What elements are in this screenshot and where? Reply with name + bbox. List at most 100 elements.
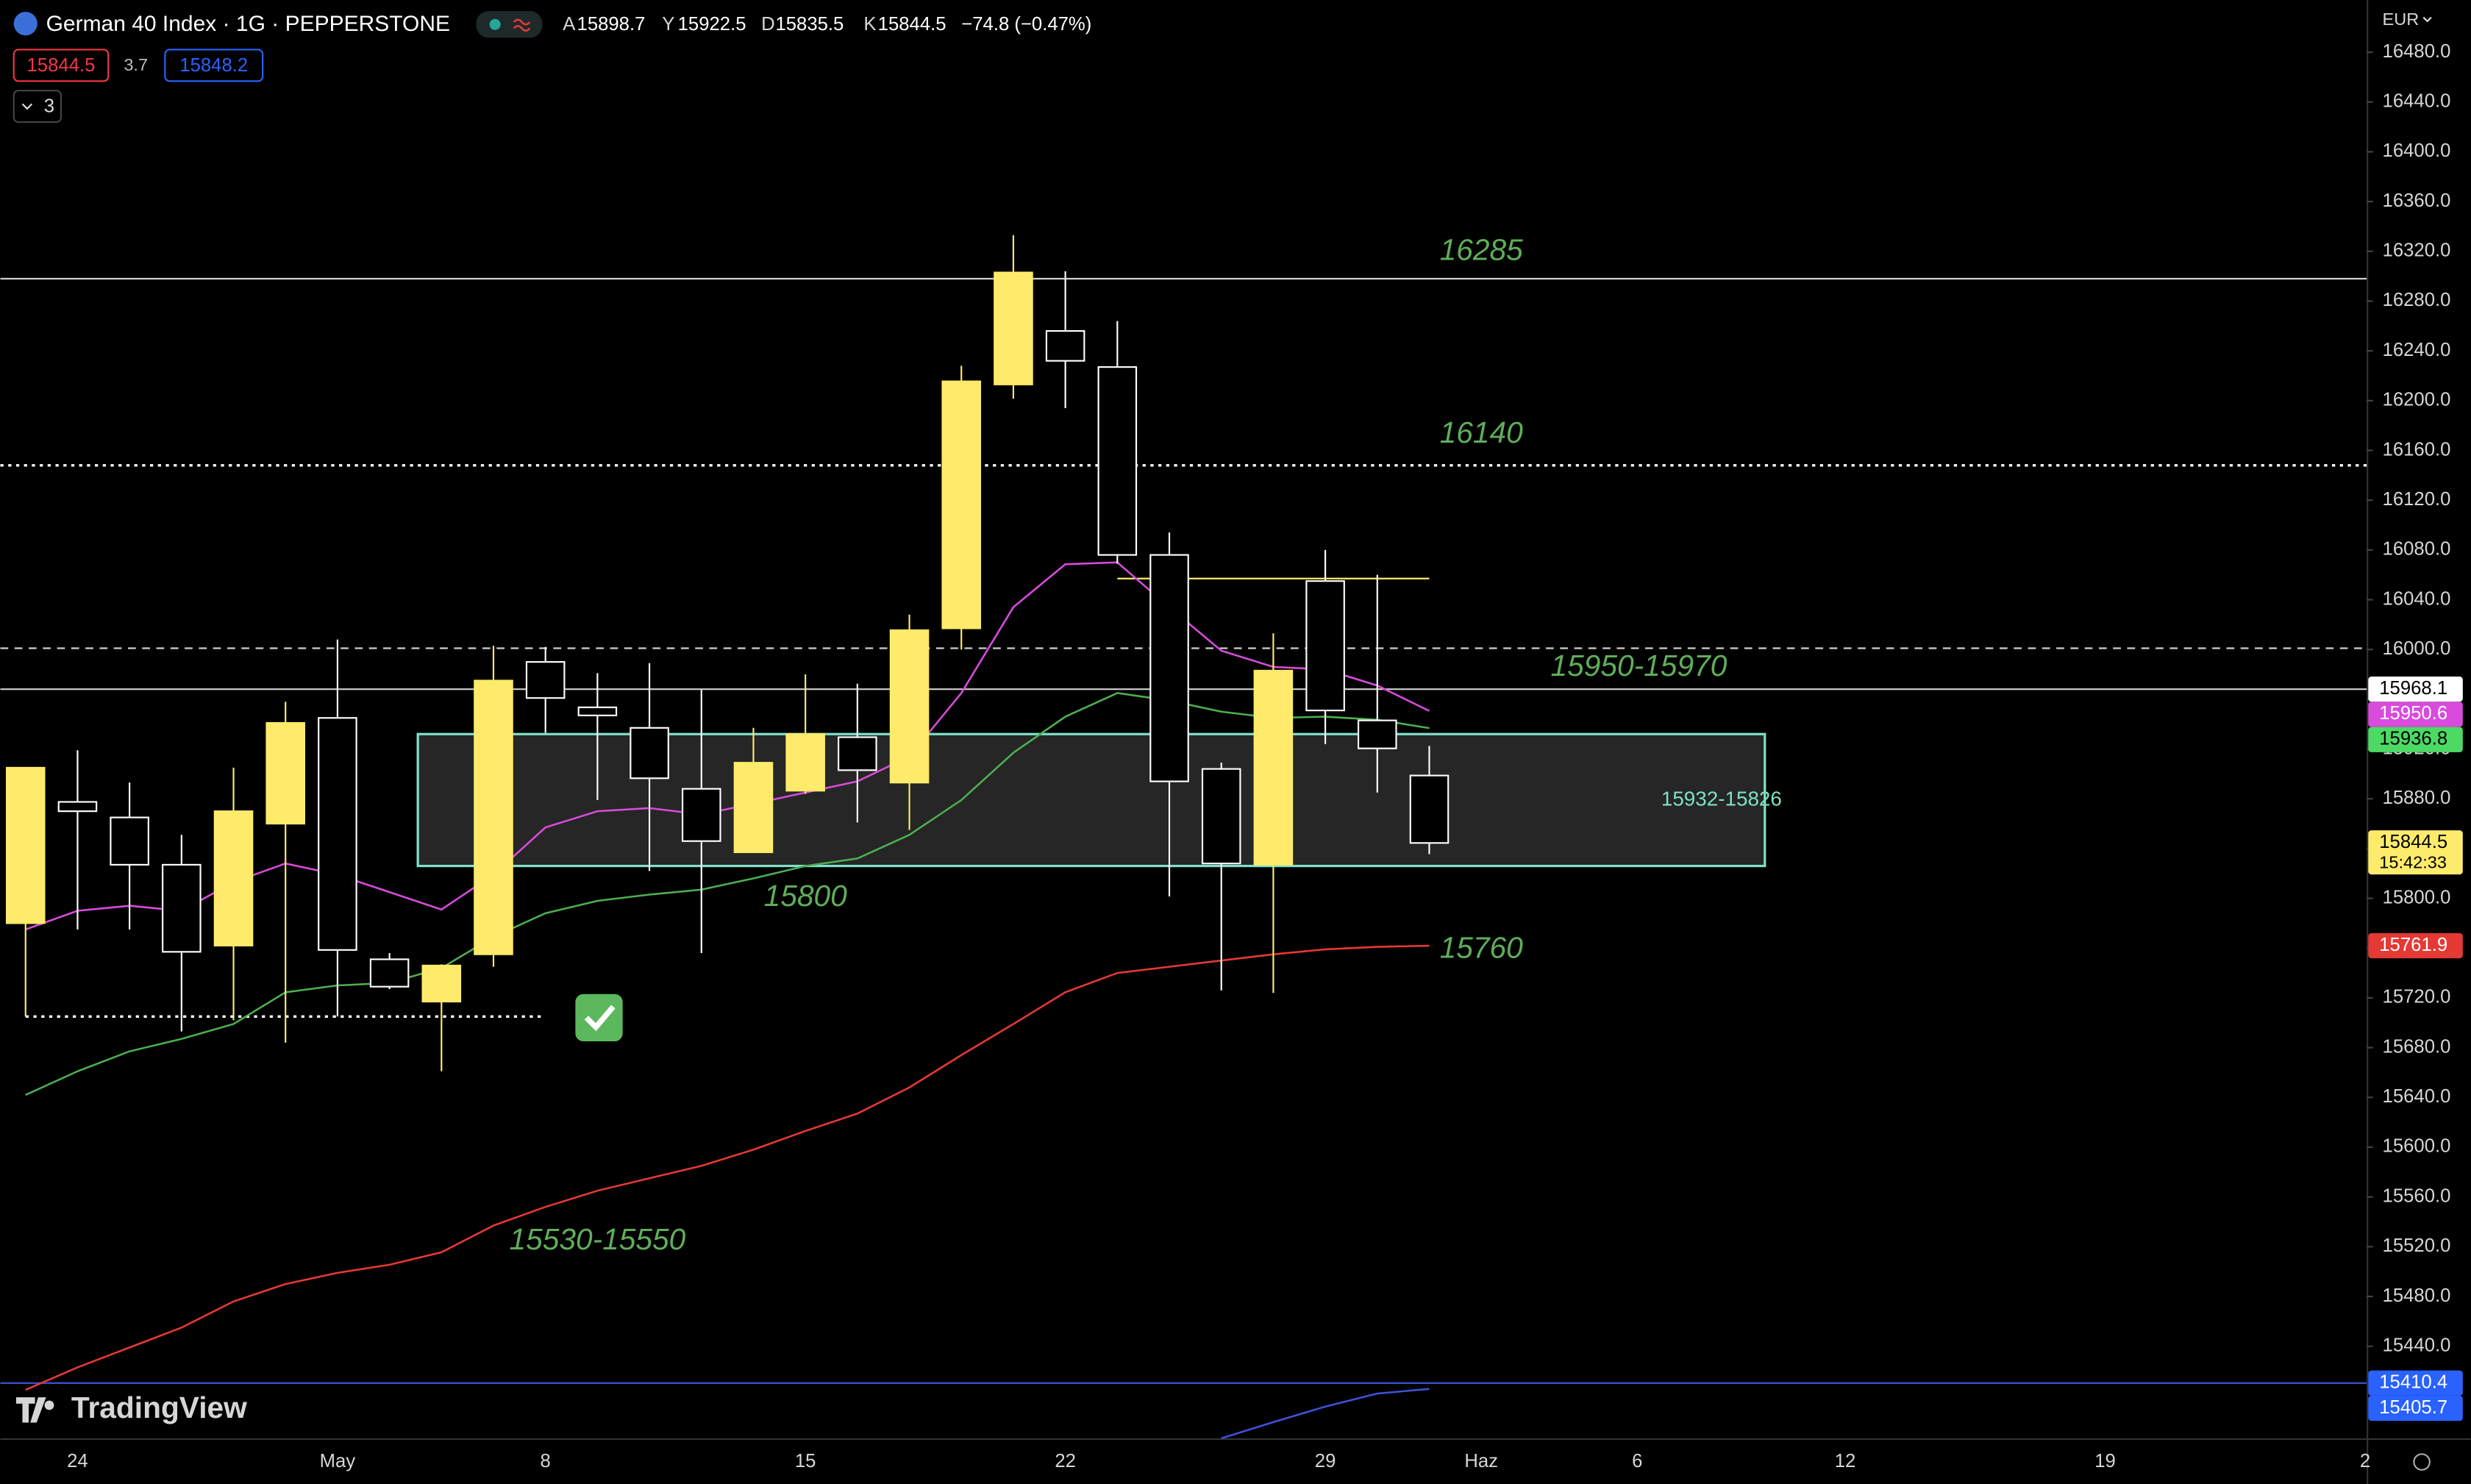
candle-body — [941, 380, 982, 629]
y-tick-label: 15440.0 — [2383, 1335, 2451, 1355]
y-tick-label: 15520.0 — [2383, 1235, 2451, 1256]
status-wave — [513, 18, 531, 32]
candle-body — [213, 810, 254, 946]
annotation: 15950-15970 — [1550, 649, 1727, 682]
annotation: 16140 — [1440, 415, 1524, 449]
candle-body — [889, 629, 930, 784]
moving-average — [1221, 1388, 1430, 1440]
candle-body — [994, 271, 1033, 385]
price-label-box — [2368, 932, 2463, 959]
ohlc-label: Y — [662, 14, 674, 35]
candle-body — [681, 788, 721, 842]
candle-body — [1253, 669, 1294, 866]
price-label-box — [2368, 677, 2463, 702]
settings-icon[interactable] — [2413, 1453, 2431, 1471]
price-label: 15968.1 — [2379, 678, 2447, 699]
price-label-box — [2368, 1395, 2463, 1421]
ohlc-value: 15922.5 — [678, 14, 746, 35]
candle-body — [577, 706, 618, 716]
candle-body — [110, 816, 149, 866]
chevron — [21, 103, 33, 110]
candle-body — [1358, 719, 1397, 749]
brand-logo — [15, 1397, 54, 1423]
ask-box[interactable] — [164, 49, 264, 82]
x-tick-label: 15 — [795, 1451, 816, 1471]
candle-body — [57, 801, 98, 813]
symbol-title: German 40 Index · 1G · PEPPERSTONE — [46, 12, 450, 36]
candle-body — [369, 958, 410, 988]
y-tick-label: 15800.0 — [2383, 887, 2451, 907]
candle-body — [1045, 329, 1085, 362]
annotation: 15800 — [764, 879, 848, 913]
y-tick-label: 16200.0 — [2383, 390, 2451, 410]
annotation: 15530-15550 — [509, 1222, 685, 1256]
status-pill[interactable] — [476, 10, 543, 38]
price-label-box — [2368, 1370, 2463, 1396]
x-tick-label: 24 — [67, 1451, 88, 1471]
y-tick-label: 15680.0 — [2383, 1036, 2451, 1057]
y-tick-label: 16480.0 — [2383, 41, 2451, 62]
price-label: 15950.6 — [2379, 703, 2447, 724]
check-mark — [584, 1005, 616, 1032]
y-tick-label: 16320.0 — [2383, 240, 2451, 261]
y-tick-label: 16120.0 — [2383, 489, 2451, 510]
y-tick-label: 15880.0 — [2383, 788, 2451, 808]
moving-average — [25, 561, 1430, 931]
annotation: 15760 — [1440, 931, 1524, 965]
ohlc-label: K — [863, 14, 876, 35]
ohlc-label: D — [761, 14, 775, 35]
candle-body — [421, 964, 462, 1003]
candle-body — [265, 721, 306, 825]
currency[interactable]: EUR — [2383, 10, 2420, 29]
x-tick-label: 22 — [1055, 1451, 1076, 1471]
candle-body — [1097, 366, 1138, 556]
x-tick-label: 12 — [1835, 1451, 1856, 1471]
y-tick-label: 16040.0 — [2383, 588, 2451, 609]
y-tick-label: 16240.0 — [2383, 340, 2451, 360]
ohlc-change: −74.8 (−0.47%) — [961, 14, 1091, 35]
candle-body — [474, 679, 513, 955]
candle-body — [838, 736, 877, 771]
price-label: 15405.7 — [2379, 1397, 2447, 1418]
candle-body — [5, 766, 46, 924]
moving-average — [25, 944, 1430, 1391]
candle-body — [318, 717, 357, 951]
price-label: 15844.5 — [2379, 832, 2447, 852]
price-label-box — [2368, 727, 2463, 752]
y-tick-label: 16000.0 — [2383, 638, 2451, 659]
ohlc-value: 15898.7 — [577, 14, 646, 35]
bid-box[interactable] — [13, 49, 110, 82]
symbol-icon — [13, 12, 38, 36]
y-tick-label: 16280.0 — [2383, 290, 2451, 310]
zone — [416, 732, 1766, 868]
ohlc-label: A — [563, 14, 576, 35]
x-tick-label: May — [320, 1451, 356, 1471]
candle-body — [162, 863, 202, 953]
x-tick-label: 6 — [1632, 1451, 1642, 1471]
chevron — [2422, 16, 2432, 23]
candle-body — [785, 733, 825, 792]
candle-body — [525, 661, 566, 699]
x-tick-label: 19 — [2094, 1451, 2116, 1471]
candle-body — [733, 762, 774, 854]
ohlc-value: 15835.5 — [775, 14, 844, 35]
x-tick-label: Haz — [1464, 1451, 1498, 1471]
y-tick-label: 15600.0 — [2383, 1136, 2451, 1157]
x-tick-label: 2 — [2360, 1451, 2370, 1471]
plot-area: 16480.0 16440.0 16400.0 16360.0 16320.0 16280… — [0, 41, 2463, 1471]
candle-body — [1149, 554, 1189, 782]
annotation: 16285 — [1440, 233, 1524, 267]
check-icon — [575, 994, 623, 1042]
candle-body — [1409, 774, 1450, 844]
price-label: 15410.4 — [2379, 1372, 2447, 1393]
indicators-toggle[interactable] — [13, 90, 63, 124]
y-tick-label: 15720.0 — [2383, 987, 2451, 1007]
countdown: 15:42:33 — [2379, 852, 2447, 871]
y-tick-label: 16160.0 — [2383, 439, 2451, 460]
candle-body — [1201, 768, 1241, 865]
brand: TradingView — [71, 1391, 247, 1424]
y-tick-label: 15560.0 — [2383, 1185, 2451, 1206]
price-label: 15936.8 — [2379, 728, 2447, 749]
bid-price: 15844.5 — [27, 55, 96, 76]
